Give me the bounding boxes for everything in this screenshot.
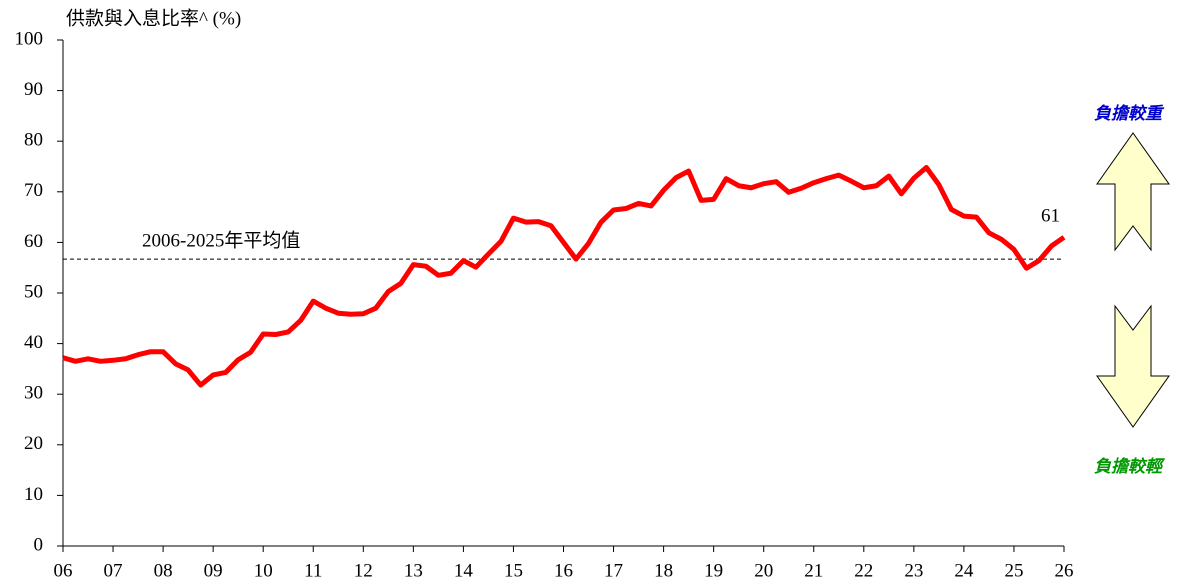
x-tick-label: 10 bbox=[254, 560, 273, 581]
y-tick-label: 30 bbox=[24, 383, 43, 404]
x-tick-label: 22 bbox=[854, 560, 873, 581]
x-tick-label: 11 bbox=[304, 560, 322, 581]
x-tick-label: 25 bbox=[1004, 560, 1023, 581]
heavier-label: 負擔較重 bbox=[1094, 104, 1165, 124]
y-tick-label: 40 bbox=[24, 332, 43, 353]
x-tick-label: 15 bbox=[504, 560, 523, 581]
x-tick-label: 19 bbox=[704, 560, 723, 581]
down-arrow bbox=[1096, 304, 1170, 428]
x-tick-label: 08 bbox=[154, 560, 173, 581]
x-tick-label: 23 bbox=[904, 560, 923, 581]
x-tick-label: 18 bbox=[654, 560, 673, 581]
average-label: 2006-2025年平均值 bbox=[142, 229, 300, 251]
y-tick-label: 10 bbox=[24, 484, 43, 505]
lighter-label: 負擔較輕 bbox=[1094, 457, 1165, 477]
x-tick-label: 21 bbox=[804, 560, 823, 581]
x-tick-label: 17 bbox=[604, 560, 623, 581]
y-tick-label: 0 bbox=[34, 534, 44, 555]
y-tick-label: 80 bbox=[24, 130, 43, 151]
y-tick-label: 90 bbox=[24, 79, 43, 100]
data-line bbox=[62, 165, 1066, 388]
x-tick-label: 09 bbox=[204, 560, 223, 581]
x-tick-label: 14 bbox=[454, 560, 474, 581]
x-tick-label: 16 bbox=[554, 560, 573, 581]
y-tick-label: 60 bbox=[24, 231, 43, 252]
x-tick-label: 13 bbox=[404, 560, 423, 581]
x-tick-label: 20 bbox=[754, 560, 773, 581]
x-tick-label: 06 bbox=[54, 560, 73, 581]
x-tick-label: 24 bbox=[954, 560, 974, 581]
y-tick-label: 50 bbox=[24, 281, 43, 302]
x-tick-label: 12 bbox=[354, 560, 373, 581]
x-tick-label: 07 bbox=[104, 560, 123, 581]
y-tick-label: 70 bbox=[24, 180, 43, 201]
up-arrow bbox=[1096, 132, 1170, 252]
y-axis-label: 供款與入息比率^ (%) bbox=[66, 7, 241, 29]
y-tick-label: 100 bbox=[15, 28, 44, 49]
x-tick-label: 26 bbox=[1055, 560, 1074, 581]
end-value-label: 61 bbox=[1041, 206, 1060, 227]
y-tick-label: 20 bbox=[24, 433, 43, 454]
